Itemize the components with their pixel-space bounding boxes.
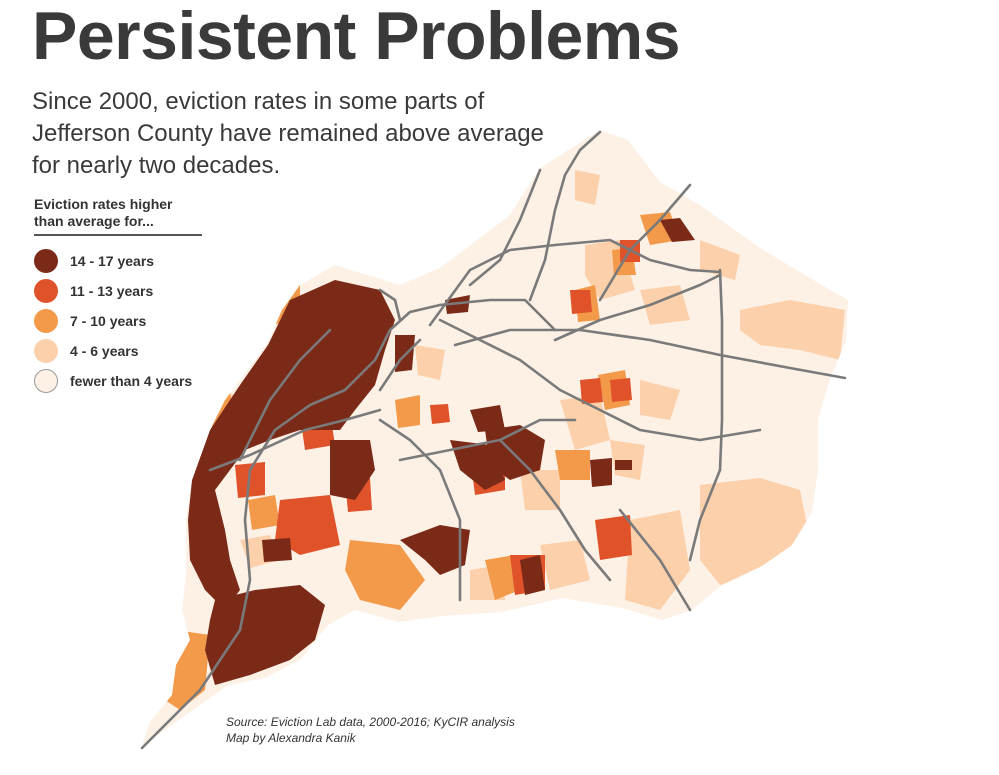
legend-swatch: [34, 309, 58, 333]
map-credits: Source: Eviction Lab data, 2000-2016; Ky…: [226, 714, 515, 746]
legend-item: 7 - 10 years: [34, 306, 202, 336]
legend-item: 11 - 13 years: [34, 276, 202, 306]
author-note: Map by Alexandra Kanik: [226, 731, 356, 745]
source-note: Source: Eviction Lab data, 2000-2016; Ky…: [226, 715, 515, 729]
legend-label: 7 - 10 years: [70, 313, 147, 329]
legend-label: 14 - 17 years: [70, 253, 155, 269]
highway-network: [140, 130, 847, 750]
legend-swatch: [34, 279, 58, 303]
legend-title: Eviction rates higher than average for..…: [34, 196, 202, 236]
page-subtitle: Since 2000, eviction rates in some parts…: [32, 88, 544, 179]
page-title: Persistent Problems: [32, 0, 681, 74]
legend-label: 4 - 6 years: [70, 343, 139, 359]
legend-swatch: [34, 369, 58, 393]
legend-item: fewer than 4 years: [34, 366, 202, 396]
legend-label: fewer than 4 years: [70, 373, 193, 389]
legend-swatch: [34, 339, 58, 363]
legend-label: 11 - 13 years: [70, 283, 154, 299]
legend-item: 4 - 6 years: [34, 336, 202, 366]
legend-item: 14 - 17 years: [34, 246, 202, 276]
map-legend: Eviction rates higher than average for..…: [34, 196, 202, 396]
legend-swatch: [34, 249, 58, 273]
